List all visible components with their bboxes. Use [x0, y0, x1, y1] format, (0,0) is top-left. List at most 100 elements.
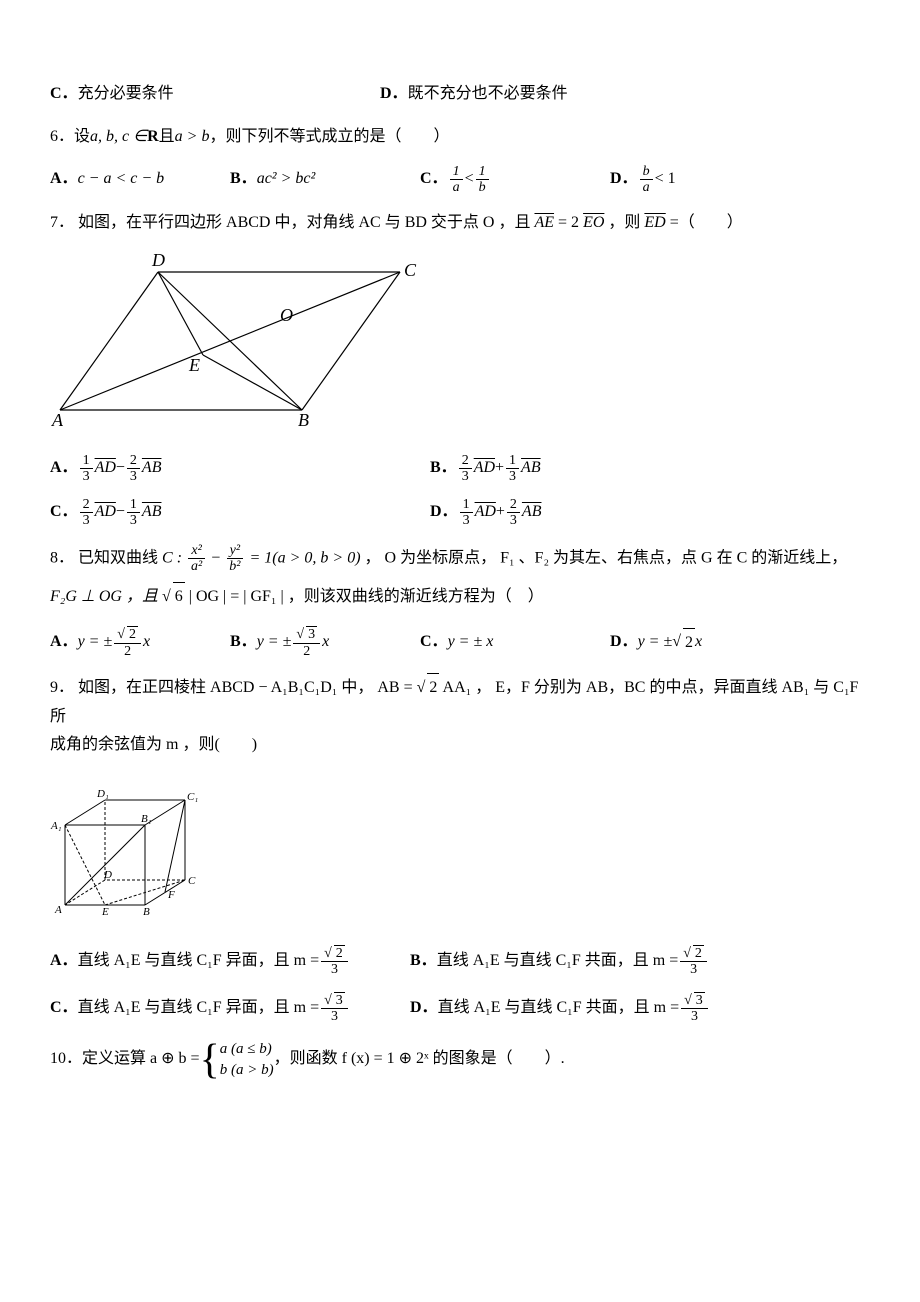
q6-d-tail: < 1 — [655, 165, 676, 194]
q6-d-frac: ba — [640, 164, 653, 196]
q8-sqrt-sign — [162, 588, 171, 605]
q6-c-f1n: 1 — [450, 164, 463, 180]
q9-c-frac: 33 — [321, 992, 348, 1025]
q9-a-txt: 直线 A₁E 与直线 C₁F 异面，且 m = — [78, 947, 320, 976]
q7-figure: ABCDOE — [50, 250, 870, 439]
q9-stem: 9． 如图，在正四棱柱 ABCD − A₁B₁C₁D₁ 中， AB = 2 AA… — [50, 673, 870, 732]
q8-pre: 已知双曲线 — [78, 549, 162, 566]
q7-b-c1: 2 — [459, 453, 472, 469]
q8-mid: ， O 为坐标原点， F₁ 、F₂ 为其左、右焦点，点 G 在 C 的渐近线上， — [365, 549, 848, 566]
q7-c-f2: 13 — [127, 497, 140, 529]
q8-option-a: A． y = ± 22 x — [50, 626, 230, 659]
q7-c-d1: 3 — [80, 513, 93, 528]
q7-a-f2: 23 — [127, 453, 140, 485]
q6-cond: a > b — [175, 123, 210, 152]
q7-post: ，则 — [608, 214, 644, 231]
q9-number: 9． — [50, 679, 74, 696]
q5-option-d: D． 既不充分也不必要条件 — [380, 80, 710, 109]
svg-text:D₁: D₁ — [96, 788, 109, 800]
q8-b-sqrt: 3 — [306, 626, 317, 642]
q9-c-num: 3 — [321, 992, 348, 1009]
q9-d-txt: 直线 A₁E 与直线 C₁F 共面，且 m = — [438, 994, 680, 1023]
svg-text:B: B — [298, 410, 309, 428]
q6-c-lt: < — [465, 165, 474, 194]
svg-text:C: C — [404, 260, 417, 280]
q7-b-d2: 3 — [506, 469, 519, 484]
q6-pre: 设 — [74, 123, 90, 152]
q7-b-label: B． — [430, 454, 457, 483]
q8-d-tail: x — [695, 628, 702, 657]
q9-options-row2: C． 直线 A₁E 与直线 C₁F 异面，且 m = 33 D． 直线 A₁E … — [50, 992, 870, 1025]
svg-text:F: F — [167, 889, 175, 901]
q7-a-v1: AD — [95, 454, 116, 483]
q7-d-c2: 2 — [507, 497, 520, 513]
q7-a-d2: 3 — [127, 469, 140, 484]
q10-case: { a (a ≤ b) b (a > b) — [200, 1039, 274, 1081]
q6: 6． 设 a, b, c ∈ R 且 a > b ，则下列不等式成立的是（ ） … — [50, 123, 870, 196]
q5-options: C． 充分必要条件 D． 既不充分也不必要条件 — [50, 80, 870, 109]
q6-stem: 6． 设 a, b, c ∈ R 且 a > b ，则下列不等式成立的是（ ） — [50, 123, 870, 152]
q10-number: 10． — [50, 1045, 82, 1074]
q9-s1: 如图，在正四棱柱 ABCD − A₁B₁C₁D₁ 中， AB = — [78, 679, 417, 696]
svg-text:C: C — [188, 875, 196, 887]
q8-stem-line1: 8． 已知双曲线 C : x²a² − y²b² = 1(a > 0, b > … — [50, 543, 870, 575]
q9-d-frac: 33 — [681, 992, 708, 1025]
q7-c-c2: 1 — [127, 497, 140, 513]
q10-case-body: a (a ≤ b) b (a > b) — [220, 1039, 274, 1081]
svg-text:A: A — [54, 904, 62, 916]
q6-d-fd: a — [640, 180, 653, 195]
q7-a-d1: 3 — [80, 469, 93, 484]
q6-d-label: D． — [610, 165, 638, 194]
q7-c-op: − — [116, 498, 125, 527]
q8-b-frac: 32 — [293, 626, 320, 659]
q7-d-v2: AB — [522, 498, 542, 527]
q9-ss — [417, 679, 426, 696]
svg-text:A: A — [51, 410, 64, 428]
q7-a-c2: 2 — [127, 453, 140, 469]
q7-vec-ed: ED — [644, 214, 665, 231]
q6-b-label: B． — [230, 165, 257, 194]
q7-b-f1: 23 — [459, 453, 472, 485]
q5-d-label: D． — [380, 80, 408, 109]
q6-b-math: ac² > bc² — [257, 165, 316, 194]
q8-a-pre: y = ± — [78, 628, 113, 657]
q10-post: ，则函数 f (x) = 1 ⊕ 2ˣ 的图象是（ ）. — [274, 1045, 565, 1074]
q6-post: ，则下列不等式成立的是（ ） — [209, 123, 449, 152]
q9-d-sqrt: 3 — [694, 992, 705, 1008]
q7-d-f1: 13 — [460, 497, 473, 529]
q8-minus: − — [211, 549, 224, 566]
q8-a-frac: 22 — [114, 626, 141, 659]
q7-d-c1: 1 — [460, 497, 473, 513]
q6-c-f1d: a — [450, 180, 463, 195]
q9-figure: ABCDA₁B₁C₁D₁EF — [50, 770, 870, 931]
q8-d-pre: y = ± — [638, 628, 673, 657]
q7: 7． 如图，在平行四边形 ABCD 中，对角线 AC 与 BD 交于点 O ，且… — [50, 209, 870, 528]
q8-l2-mid: | OG | = | GF₁ | ，则该双曲线的渐近线方程为（ ） — [189, 588, 544, 605]
q6-number: 6． — [50, 123, 74, 152]
q6-and: 且 — [159, 123, 175, 152]
q8-a-label: A． — [50, 628, 78, 657]
q7-tail: =（ ） — [670, 214, 743, 231]
svg-text:D: D — [103, 869, 112, 881]
q7-b-v1: AD — [474, 454, 495, 483]
svg-text:D: D — [151, 250, 165, 270]
q7-a-v2: AB — [142, 454, 162, 483]
brace-icon: { — [200, 1039, 220, 1081]
q9-b-den: 3 — [687, 962, 700, 977]
q8-f2d: b² — [226, 559, 243, 574]
q5-c-text: 充分必要条件 — [78, 80, 174, 109]
q7-d-v1: AD — [475, 498, 496, 527]
q7-option-d: D． 13 AD + 23 AB — [430, 497, 810, 529]
q6-c-frac2: 1b — [476, 164, 489, 196]
q7-number: 7． — [50, 214, 74, 231]
q8-number: 8． — [50, 549, 74, 566]
q8-c-label: C． — [420, 628, 448, 657]
q8-option-b: B． y = ± 32 x — [230, 626, 420, 659]
q8-b-label: B． — [230, 628, 257, 657]
q10-pre: 定义运算 a ⊕ b = — [82, 1045, 200, 1074]
q8-c-body: y = ± x — [448, 628, 494, 657]
q7-b-f2: 13 — [506, 453, 519, 485]
q9-b-frac: 23 — [680, 945, 707, 978]
q6-c-frac1: 1a — [450, 164, 463, 196]
q8-b-den: 2 — [300, 644, 313, 659]
